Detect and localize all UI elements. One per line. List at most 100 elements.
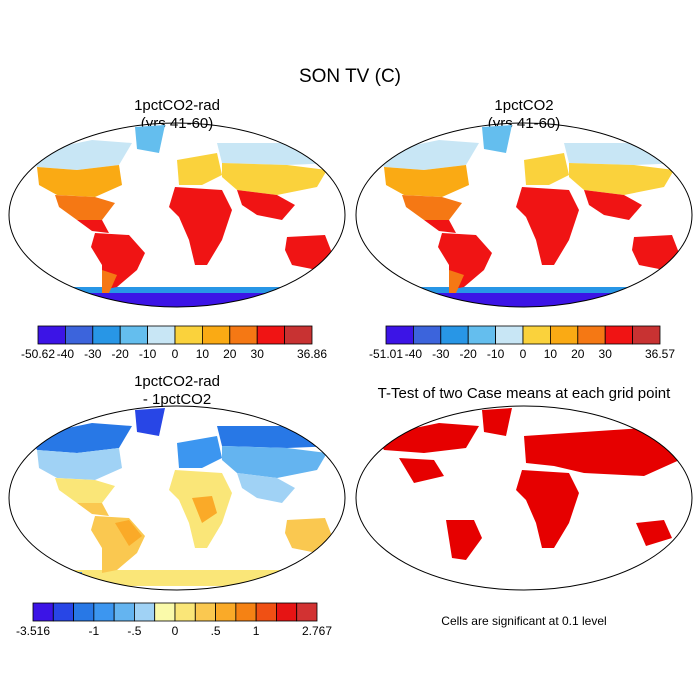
colorbar-swatch (412, 325, 442, 345)
panel-top-left-title-line1: 1pctCO2-rad (134, 97, 220, 114)
asia-mid (569, 163, 674, 195)
north-america-south (55, 195, 115, 220)
panel-bottom-right: T-Test of two Case means at each grid po… (355, 385, 693, 628)
significance-south-america (446, 520, 482, 560)
north-america-south (402, 195, 462, 220)
map-bottom-right-border (355, 405, 693, 591)
north-america-central (384, 165, 469, 197)
colorbar-tick-label: -3.516 (16, 624, 50, 638)
south-america (438, 233, 492, 290)
colorbar-swatch (296, 602, 318, 622)
panel-top-right-title-line1: 1pctCO2 (494, 97, 553, 114)
colorbar-tick-label: 20 (223, 347, 237, 361)
colorbar-swatch (37, 325, 66, 345)
colorbar-swatch (174, 602, 196, 622)
colorbar-swatch (276, 602, 298, 622)
map-bottom-right (376, 408, 684, 582)
australia (632, 235, 679, 270)
colorbar-swatch (385, 325, 414, 345)
colorbar-tick-label: 36.86 (297, 347, 327, 361)
panel-bottom-left-title-line1: 1pctCO2-rad (134, 373, 220, 390)
colorbar-swatch (147, 325, 176, 345)
significance-north-america (376, 423, 479, 453)
colorbar-tick-label: 0 (172, 347, 179, 361)
colorbar-tick-label: -30 (432, 347, 450, 361)
asia-north (217, 143, 337, 165)
colorbar-swatch (522, 325, 551, 345)
colorbar-swatch (201, 325, 231, 345)
panel-top-right: 1pctCO2 (yrs 41-60) -51.01 -4 (355, 97, 693, 361)
colorbar-swatch (604, 325, 634, 345)
asia-mid (222, 446, 327, 478)
antarctica-region (12, 570, 342, 586)
colorbar-top-left: -50.62 -40 -30 -20 -10 0 10 20 30 36.86 (21, 325, 327, 361)
colorbar-swatch (92, 325, 121, 345)
south-america (91, 233, 145, 290)
colorbar-swatch (154, 602, 176, 622)
south-america-east (115, 520, 142, 546)
central-america (424, 220, 456, 233)
colorbar-swatch (632, 325, 661, 345)
north-america-north (29, 140, 132, 170)
europe-region (177, 436, 222, 468)
colorbar-tick-label: 0 (172, 624, 179, 638)
colorbar-tick-label: -1 (89, 624, 100, 638)
asia-mid (222, 163, 327, 195)
map-top-left (12, 125, 342, 307)
central-america (77, 503, 109, 516)
significance-australia (636, 520, 672, 546)
north-america-south (55, 478, 115, 503)
significance-note: Cells are significant at 0.1 level (441, 614, 606, 628)
colorbar-swatch (93, 602, 115, 622)
south-america-south (102, 270, 117, 293)
colorbar-tick-label: 10 (196, 347, 210, 361)
colorbar-swatch (32, 602, 54, 622)
north-america-central (37, 165, 122, 197)
map-bottom-left-border (8, 405, 346, 591)
map-bottom-left (12, 408, 342, 586)
north-america-central (37, 448, 122, 480)
australia (285, 518, 332, 553)
panel-bottom-right-title: T-Test of two Case means at each grid po… (378, 385, 671, 402)
europe-region (177, 153, 222, 185)
colorbar-tick-label: -50.62 (21, 347, 55, 361)
greenland-region (135, 125, 165, 153)
colorbar-swatch (119, 325, 148, 345)
africa (169, 187, 232, 265)
colorbar-swatch (113, 602, 135, 622)
colorbar-tick-label: 20 (571, 347, 585, 361)
colorbar-swatch (284, 325, 313, 345)
antarctica-west (17, 572, 82, 586)
colorbar-top-right: -51.01 -40 -30 -20 -10 0 10 20 30 36.57 (369, 325, 675, 361)
central-america (77, 220, 109, 233)
colorbar-tick-label: -40 (57, 347, 75, 361)
significance-us (399, 458, 444, 483)
panel-bottom-left-title-line2: - 1pctCO2 (143, 391, 211, 408)
greenland-region (135, 408, 165, 436)
colorbar-tick-label: 30 (599, 347, 613, 361)
colorbar-tick-label: 0 (520, 347, 527, 361)
colorbar-swatch (134, 602, 156, 622)
australia (285, 235, 332, 270)
africa-center (192, 496, 217, 523)
asia-south (584, 190, 642, 220)
panel-top-left: 1pctCO2-rad (yrs 41-60) (8, 97, 346, 361)
antarctica-interior (47, 293, 317, 307)
colorbar-tick-label: -20 (112, 347, 130, 361)
colorbar-swatch (440, 325, 469, 345)
greenland-region (482, 125, 512, 153)
significance-antarctica (384, 572, 414, 582)
asia-north (217, 426, 337, 448)
africa (516, 187, 579, 265)
colorbar-tick-label: -40 (405, 347, 423, 361)
significance-eurasia (524, 426, 684, 476)
colorbar-swatch (73, 602, 95, 622)
colorbar-tick-label: -20 (460, 347, 478, 361)
significance-greenland (482, 408, 512, 436)
colorbar-swatch (65, 325, 94, 345)
map-top-left-border (8, 122, 346, 308)
north-america-north (376, 140, 479, 170)
colorbar-swatch (256, 325, 286, 345)
map-top-right-border (355, 122, 693, 308)
colorbar-swatch (52, 602, 74, 622)
